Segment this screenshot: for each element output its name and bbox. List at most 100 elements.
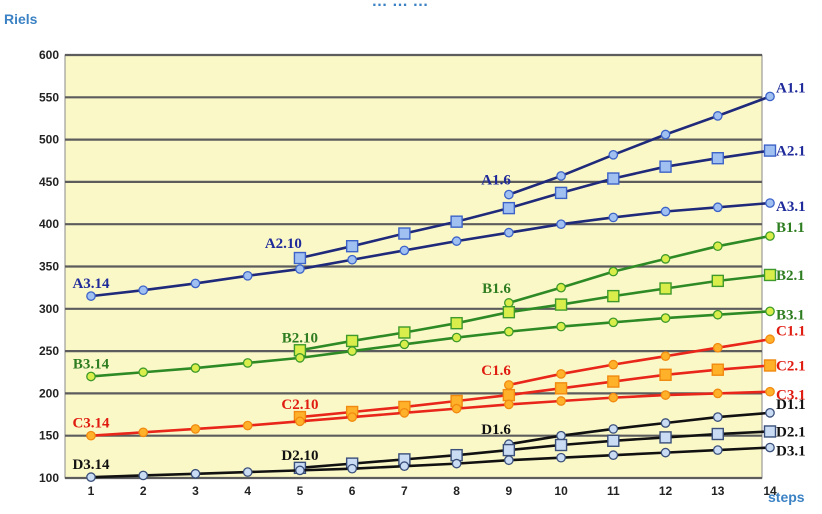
series-end-label: D3.1 <box>776 444 806 460</box>
y-tick-label: 600 <box>39 48 59 62</box>
y-tick-label: 200 <box>39 386 59 400</box>
data-point <box>765 386 775 397</box>
series-line <box>508 411 771 446</box>
data-point <box>138 427 149 438</box>
data-point <box>190 424 201 434</box>
series-line <box>299 273 771 352</box>
series-line <box>508 234 771 305</box>
data-point <box>295 465 305 476</box>
start-label: A1.6 <box>481 173 511 189</box>
data-point <box>190 363 201 373</box>
x-tick-label: 7 <box>401 484 408 498</box>
y-tick-label: 500 <box>39 133 59 147</box>
data-point <box>399 339 410 350</box>
data-point <box>451 236 462 246</box>
series-end-label: B2.1 <box>776 268 805 284</box>
data-point <box>503 298 514 308</box>
series-line <box>299 364 771 419</box>
start-label: A3.14 <box>72 276 110 292</box>
data-point <box>295 264 305 274</box>
x-tick-label: 13 <box>711 484 725 498</box>
series-line <box>299 430 771 470</box>
data-point <box>659 368 672 381</box>
x-tick-label: 11 <box>607 484 620 498</box>
data-point <box>659 282 672 295</box>
data-point <box>712 241 723 252</box>
series-end-label: D1.1 <box>776 397 806 413</box>
series-end-label: D2.1 <box>776 424 806 440</box>
data-point <box>556 219 566 230</box>
series-line <box>90 310 771 378</box>
data-point <box>556 396 566 406</box>
x-tick-label: 9 <box>506 484 513 498</box>
data-point <box>554 382 568 395</box>
data-point <box>556 282 566 293</box>
series-end-label: A1.1 <box>776 80 806 96</box>
series-c1-1 <box>503 334 775 390</box>
series-a1-1 <box>503 91 775 200</box>
data-point <box>502 305 516 319</box>
data-point <box>399 408 410 418</box>
data-point <box>399 461 410 472</box>
data-point <box>712 202 723 213</box>
data-point <box>242 420 253 431</box>
series-line <box>90 201 771 298</box>
data-point <box>556 171 566 181</box>
data-point <box>763 144 777 157</box>
series-a3-1 <box>86 198 775 301</box>
series-line <box>508 337 771 387</box>
data-point <box>659 160 672 173</box>
series-end-label: C2.1 <box>776 358 806 374</box>
data-point <box>660 313 671 323</box>
data-point <box>451 403 462 414</box>
data-point <box>608 359 619 370</box>
data-point <box>608 392 619 403</box>
data-point <box>398 326 411 339</box>
data-point <box>554 298 568 311</box>
data-point <box>607 289 620 303</box>
y-axis-label: Riels <box>4 11 38 27</box>
data-point <box>450 316 463 330</box>
chart-title: … … … <box>372 0 429 10</box>
start-label: D2.10 <box>281 448 318 464</box>
data-point <box>712 342 723 353</box>
start-label: C2.10 <box>281 397 318 413</box>
start-label: C3.14 <box>72 416 110 432</box>
data-point <box>608 149 619 160</box>
data-point <box>608 450 619 461</box>
data-point <box>765 306 775 317</box>
data-point <box>712 445 723 455</box>
x-tick-label: 4 <box>244 484 251 498</box>
data-point <box>450 215 463 228</box>
data-point <box>660 129 671 140</box>
series-line <box>299 149 771 260</box>
data-point <box>711 363 724 376</box>
series-b2-1 <box>293 268 777 357</box>
y-tick-label: 300 <box>39 302 59 316</box>
data-point <box>556 369 566 379</box>
data-point <box>86 291 96 301</box>
series-end-label: C1.1 <box>776 323 806 339</box>
data-point <box>503 380 514 390</box>
data-point <box>451 458 462 469</box>
series-end-label: B1.1 <box>776 220 805 236</box>
data-point <box>765 91 775 102</box>
data-point <box>660 447 671 458</box>
start-label: C1.6 <box>481 363 511 379</box>
data-point <box>711 427 724 441</box>
data-point <box>711 152 724 165</box>
x-axis-label: steps <box>768 489 805 505</box>
series-b3-1 <box>86 306 775 382</box>
start-label: B3.14 <box>73 356 110 372</box>
x-tick-label: 5 <box>297 484 304 498</box>
data-point <box>763 359 777 372</box>
y-tick-label: 100 <box>39 471 59 485</box>
x-tick-label: 14 <box>763 484 777 498</box>
data-point <box>608 266 619 277</box>
start-label: B1.6 <box>482 281 511 297</box>
x-tick-label: 12 <box>659 484 673 498</box>
series-c2-1 <box>293 359 777 424</box>
y-tick-label: 550 <box>39 90 59 104</box>
data-point <box>556 321 566 332</box>
data-point <box>242 270 253 281</box>
